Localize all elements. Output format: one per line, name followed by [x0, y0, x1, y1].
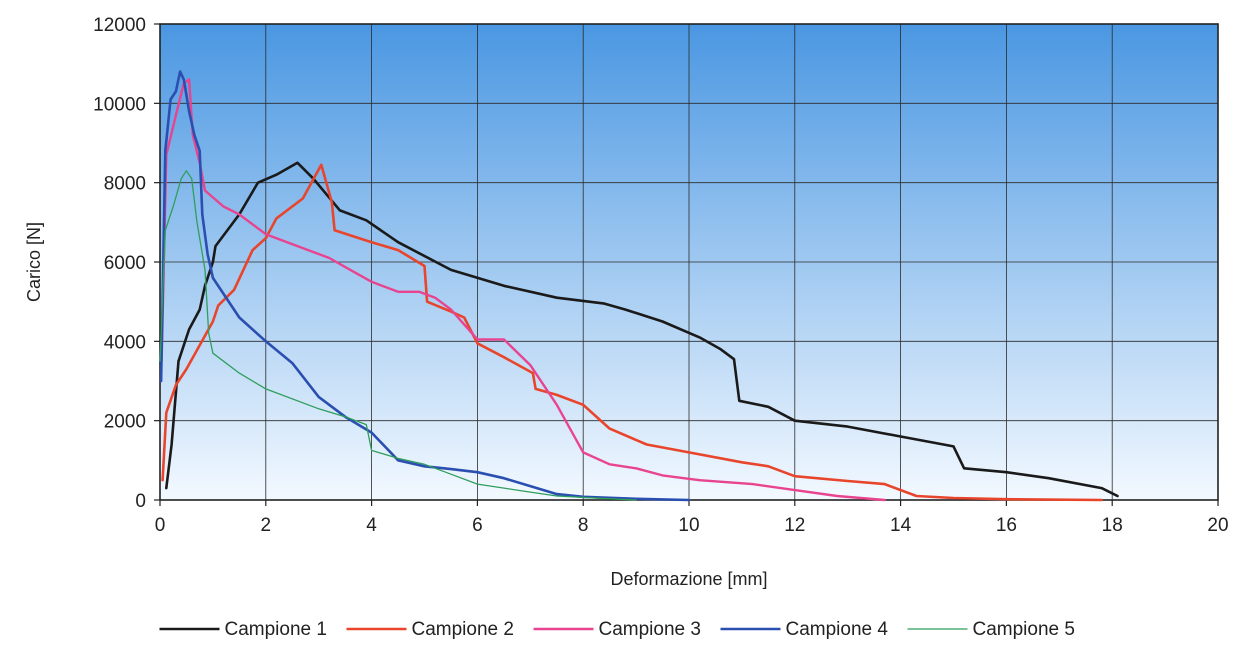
- x-tick-label: 6: [472, 515, 483, 536]
- series-line-1: [165, 161, 1119, 498]
- x-axis-label: Deformazione [mm]: [610, 569, 767, 589]
- x-tick-label: 2: [261, 515, 272, 536]
- x-tick-label: 18: [1102, 515, 1123, 536]
- y-tick-label: 0: [135, 491, 146, 512]
- x-tick-label: 16: [996, 515, 1017, 536]
- x-tick-label: 20: [1207, 515, 1228, 536]
- y-tick-label: 12000: [93, 15, 146, 36]
- legend-label-4: Campione 4: [786, 619, 889, 640]
- legend-label-3: Campione 3: [599, 619, 701, 640]
- x-tick-label: 10: [678, 515, 699, 536]
- y-axis-label: Carico [N]: [24, 222, 44, 302]
- x-tick-label: 12: [784, 515, 805, 536]
- series-line-5: [159, 170, 637, 501]
- x-tick-label: 14: [890, 515, 912, 536]
- series-line-4: [159, 70, 691, 502]
- y-tick-label: 4000: [104, 332, 146, 353]
- series-line-3: [160, 78, 886, 502]
- x-tick-label: 0: [155, 515, 166, 536]
- legend-label-5: Campione 5: [973, 619, 1075, 640]
- y-tick-label: 10000: [93, 94, 146, 115]
- y-tick-label: 2000: [104, 412, 146, 433]
- series-group: [159, 70, 1119, 502]
- legend-label-1: Campione 1: [225, 619, 327, 640]
- y-tick-label: 8000: [104, 174, 146, 195]
- legend-label-2: Campione 2: [412, 619, 514, 640]
- legend: Campione 1 Campione 2 Campione 3 Campione 4…: [159, 619, 1075, 640]
- y-tick-label: 6000: [104, 253, 146, 274]
- tick-labels: 0 2 4 6 8 10 12 14 16 18 20 0 2000 4000 6000 8000 10000 1…: [93, 15, 1228, 536]
- series-line-2: [161, 163, 1103, 502]
- x-tick-label: 4: [366, 515, 377, 536]
- x-tick-label: 8: [578, 515, 589, 536]
